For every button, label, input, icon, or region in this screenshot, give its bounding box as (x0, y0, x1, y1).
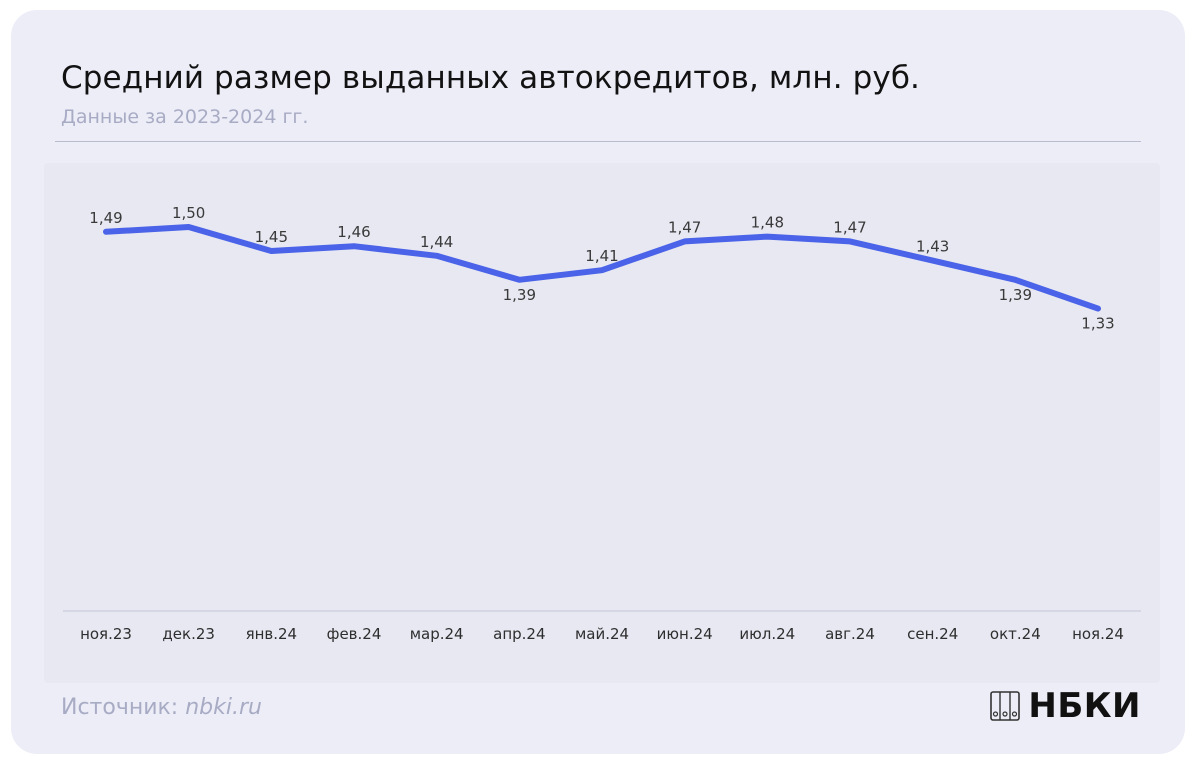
source-label: Источник: (61, 695, 179, 720)
data-label: 1,46 (337, 223, 370, 241)
data-label: 1,47 (833, 218, 866, 236)
x-tick-label: окт.24 (990, 625, 1041, 643)
x-tick-label: июн.24 (657, 625, 713, 643)
nbki-logo-text: НБКИ (1028, 686, 1141, 726)
data-label: 1,41 (585, 247, 618, 265)
chart-title: Средний размер выданных автокредитов, мл… (61, 60, 921, 96)
x-tick-label: мар.24 (410, 625, 464, 643)
nbki-logo-icon (990, 691, 1021, 721)
data-label: 1,39 (503, 286, 536, 304)
series-line (103, 224, 1101, 312)
data-labels: 1,49 1,50 1,45 1,46 1,44 1,39 1,41 1,47 1,48 1,47… (89, 204, 1114, 333)
data-label: 1,43 (916, 238, 949, 256)
data-label: 1,49 (89, 209, 122, 227)
data-label: 1,50 (172, 204, 205, 222)
x-tick-label: июл.24 (739, 625, 795, 643)
title-divider (55, 141, 1141, 142)
nbki-logo: НБКИ (990, 686, 1141, 726)
data-label: 1,39 (999, 286, 1032, 304)
x-tick-label: авг.24 (825, 625, 875, 643)
data-label: 1,44 (420, 233, 453, 251)
chart-subtitle: Данные за 2023-2024 гг. (61, 106, 309, 128)
source-link[interactable]: nbki.ru (185, 695, 262, 720)
x-tick-label: май.24 (575, 625, 629, 643)
x-tick-label: фев.24 (327, 625, 382, 643)
data-label: 1,48 (751, 214, 784, 232)
line-chart: 1,49 1,50 1,45 1,46 1,44 1,39 1,41 1,47 1,48 1,47… (63, 204, 1141, 643)
data-label: 1,47 (668, 218, 701, 236)
x-tick-label: ноя.23 (80, 625, 132, 643)
data-label: 1,45 (255, 228, 288, 246)
x-tick-label: дек.23 (162, 625, 215, 643)
source-note: Источник: nbki.ru (61, 695, 262, 720)
plot-area (44, 163, 1160, 683)
chart-card: Средний размер выданных автокредитов, мл… (11, 10, 1185, 754)
x-tick-labels: ноя.23 дек.23 янв.24 фев.24 мар.24 апр.24 май.… (80, 625, 1124, 643)
x-tick-label: апр.24 (493, 625, 545, 643)
x-tick-label: янв.24 (246, 625, 298, 643)
data-label: 1,33 (1081, 315, 1114, 333)
x-tick-label: сен.24 (907, 625, 958, 643)
x-tick-label: ноя.24 (1072, 625, 1124, 643)
